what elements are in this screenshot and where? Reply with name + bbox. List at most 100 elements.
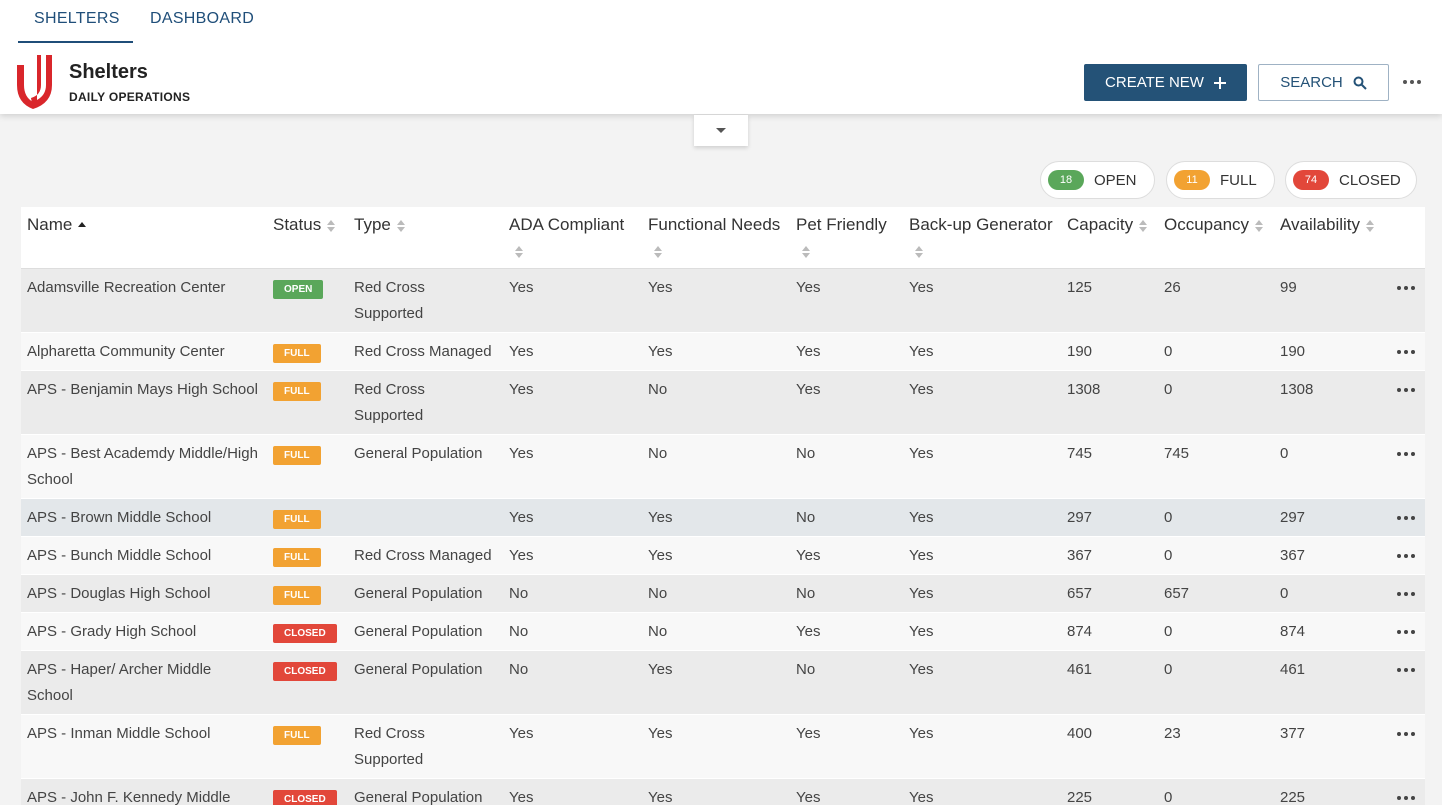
table-row[interactable]: APS - John F. Kennedy Middle CLOSED Genera… — [21, 778, 1425, 805]
cell-text: 657 — [1067, 585, 1093, 602]
status-label: OPEN — [1094, 171, 1137, 189]
row-actions[interactable] — [1390, 498, 1425, 537]
row-menu[interactable] — [1396, 382, 1416, 398]
table-cell: 0 — [1158, 778, 1274, 805]
row-menu[interactable] — [1396, 624, 1416, 640]
table-row[interactable]: Adamsville Recreation Center OPEN Red Cros… — [21, 268, 1425, 333]
row-actions[interactable] — [1390, 574, 1425, 613]
row-actions[interactable] — [1390, 714, 1425, 779]
table-cell: Alpharetta Community Center — [21, 332, 267, 371]
table-cell: 26 — [1158, 268, 1274, 333]
table-cell: No — [790, 650, 903, 715]
cell-text: 225 — [1067, 789, 1093, 805]
row-menu[interactable] — [1396, 726, 1416, 742]
column-header[interactable]: ADA Compliant — [503, 207, 642, 269]
tab[interactable]: SHELTERS — [34, 10, 120, 27]
table-cell: CLOSED — [267, 612, 348, 651]
table-cell: Red Cross Managed — [348, 536, 503, 575]
table-row[interactable]: APS - Douglas High School FULL General Pop… — [21, 574, 1425, 613]
column-header[interactable]: Back-up Generator — [903, 207, 1061, 269]
table-cell: General Population — [348, 574, 503, 613]
table-cell: Yes — [903, 612, 1061, 651]
sort-icon[interactable] — [653, 245, 663, 259]
table-row[interactable]: APS - Brown Middle School FULL Yes Yes No Yes… — [21, 498, 1425, 537]
sort-icon[interactable] — [396, 219, 406, 233]
sort-icon[interactable] — [1365, 219, 1375, 233]
row-actions[interactable] — [1390, 536, 1425, 575]
sort-icon[interactable] — [1254, 219, 1264, 233]
table-row[interactable]: APS - Grady High School CLOSED General Pop… — [21, 612, 1425, 651]
row-actions[interactable] — [1390, 434, 1425, 499]
status-filter[interactable]: 11 FULL — [1166, 161, 1275, 199]
cell-text: APS - John F. Kennedy Middle — [27, 789, 231, 805]
sort-icon[interactable] — [514, 245, 524, 259]
status-filter[interactable]: 74 CLOSED — [1285, 161, 1417, 199]
shelter-table: Name Status Type ADA Compliant Functional Ne… — [21, 207, 1425, 805]
row-menu[interactable] — [1396, 662, 1416, 678]
column-header[interactable]: Availability — [1274, 207, 1390, 269]
row-menu[interactable] — [1396, 586, 1416, 602]
table-row[interactable]: APS - Haper/ Archer Middle School CLOSED G… — [21, 650, 1425, 715]
column-header[interactable]: Occupancy — [1158, 207, 1274, 269]
row-menu[interactable] — [1396, 344, 1416, 360]
cell-text: 400 — [1067, 725, 1093, 742]
status-badge: FULL — [273, 382, 321, 401]
status-badge: OPEN — [273, 280, 324, 299]
row-menu[interactable] — [1396, 548, 1416, 564]
table-cell: Yes — [903, 498, 1061, 537]
sort-icon[interactable] — [1138, 219, 1148, 233]
cell-text: No — [796, 445, 816, 462]
row-actions[interactable] — [1390, 612, 1425, 651]
table-row[interactable]: APS - Benjamin Mays High School FULL Red C… — [21, 370, 1425, 435]
cell-text: Red Cross Supported — [354, 279, 425, 322]
column-header — [1390, 207, 1425, 269]
tab[interactable]: DASHBOARD — [150, 10, 255, 27]
sort-icon[interactable] — [914, 245, 924, 259]
sort-icon[interactable] — [77, 219, 87, 233]
table-row[interactable]: Alpharetta Community Center FULL Red Cross… — [21, 332, 1425, 371]
status-filter[interactable]: 18 OPEN — [1040, 161, 1155, 199]
row-menu[interactable] — [1396, 510, 1416, 526]
table-row[interactable]: APS - Bunch Middle School FULL Red Cross M… — [21, 536, 1425, 575]
table-cell: No — [642, 434, 790, 499]
table-cell: APS - John F. Kennedy Middle — [21, 778, 267, 805]
more-menu[interactable] — [1402, 74, 1422, 90]
cell-text: Yes — [509, 279, 534, 296]
table-cell: General Population — [348, 650, 503, 715]
table-cell: 461 — [1061, 650, 1158, 715]
cell-text: Yes — [796, 279, 821, 296]
column-header[interactable]: Functional Needs — [642, 207, 790, 269]
sort-icon[interactable] — [801, 245, 811, 259]
column-header[interactable]: Type — [348, 207, 503, 269]
table-cell: Yes — [503, 332, 642, 371]
sort-icon[interactable] — [326, 219, 336, 233]
cell-text: Red Cross Supported — [354, 381, 425, 424]
table-row[interactable]: APS - Best Academdy Middle/High School FU… — [21, 434, 1425, 499]
table-row[interactable]: APS - Inman Middle School FULL Red Cross S… — [21, 714, 1425, 779]
row-actions[interactable] — [1390, 650, 1425, 715]
row-menu[interactable] — [1396, 446, 1416, 462]
status-badge: FULL — [273, 446, 321, 465]
row-actions[interactable] — [1390, 778, 1425, 805]
create-button[interactable]: CREATE NEW — [1084, 64, 1247, 101]
status-count: 18 — [1048, 170, 1084, 190]
filter-toggle[interactable] — [694, 115, 748, 146]
cell-text: APS - Benjamin Mays High School — [27, 381, 258, 398]
table-cell — [348, 498, 503, 537]
column-header[interactable]: Status — [267, 207, 348, 269]
column-header[interactable]: Pet Friendly — [790, 207, 903, 269]
row-actions[interactable] — [1390, 370, 1425, 435]
column-header[interactable]: Capacity — [1061, 207, 1158, 269]
column-header[interactable]: Name — [21, 207, 267, 269]
cell-text: APS - Bunch Middle School — [27, 547, 212, 564]
search-button[interactable]: SEARCH — [1258, 64, 1389, 101]
row-menu[interactable] — [1396, 280, 1416, 296]
row-actions[interactable] — [1390, 332, 1425, 371]
table-cell: Red Cross Managed — [348, 332, 503, 371]
row-menu[interactable] — [1396, 790, 1416, 805]
row-actions[interactable] — [1390, 268, 1425, 333]
status-badge: FULL — [273, 344, 321, 363]
cell-text: General Population — [354, 661, 483, 678]
table-cell: 367 — [1274, 536, 1390, 575]
